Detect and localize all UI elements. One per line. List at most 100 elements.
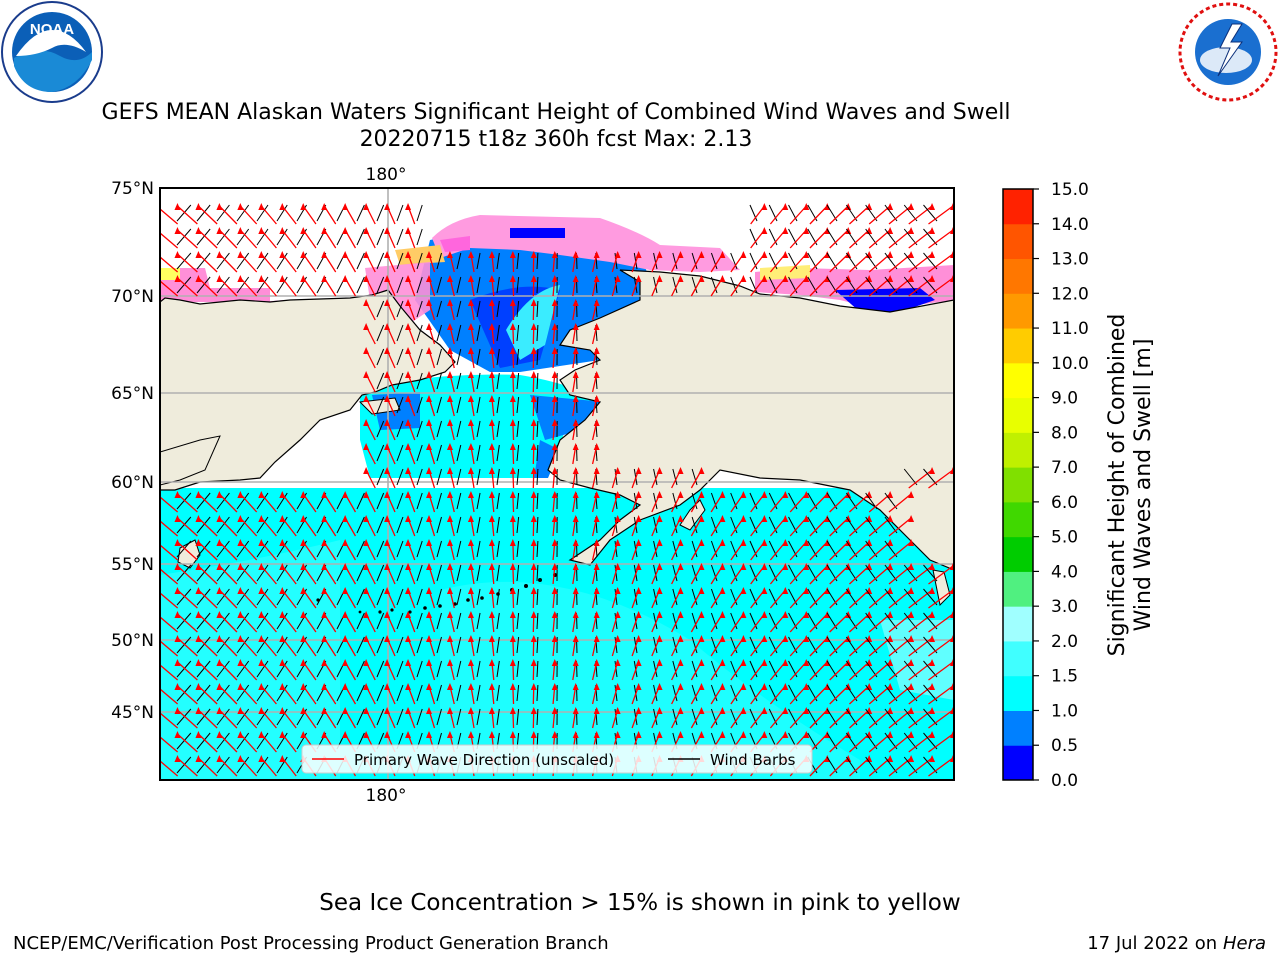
wave-arrow-head bbox=[887, 659, 894, 666]
wave-arrow-head bbox=[426, 563, 432, 570]
wind-barb bbox=[436, 420, 442, 438]
wave-arrow-head bbox=[342, 203, 349, 210]
wind-barb bbox=[256, 708, 269, 726]
wind-barb bbox=[236, 516, 250, 534]
wind-barb bbox=[436, 636, 442, 654]
wave-arrow-head bbox=[782, 611, 789, 618]
wave-arrow-head bbox=[384, 587, 391, 594]
wave-arrow-head bbox=[405, 227, 412, 234]
wave-direction-arrow bbox=[888, 493, 912, 513]
wave-arrow-head bbox=[551, 347, 558, 354]
wave-arrow-head bbox=[258, 707, 265, 714]
wind-barb bbox=[396, 612, 404, 630]
wave-direction-arrow bbox=[197, 733, 218, 753]
wave-arrow-head bbox=[845, 635, 852, 642]
wave-arrow-head bbox=[551, 587, 558, 594]
wave-arrow-head bbox=[551, 731, 558, 738]
wave-direction-arrow bbox=[849, 733, 870, 753]
wave-arrow-head bbox=[384, 467, 391, 474]
wind-barb bbox=[496, 708, 500, 726]
colorbar-band bbox=[1003, 397, 1033, 433]
wave-direction-arrow bbox=[218, 253, 238, 273]
wave-arrow-head bbox=[237, 707, 244, 714]
wave-arrow-head bbox=[384, 659, 391, 666]
wind-barb bbox=[536, 684, 539, 702]
wind-barb bbox=[176, 516, 192, 534]
wind-barb bbox=[749, 636, 758, 654]
wave-arrow-head bbox=[174, 515, 181, 522]
wave-arrow-head bbox=[719, 587, 726, 594]
wave-arrow-head bbox=[195, 563, 202, 570]
wind-barb bbox=[416, 468, 423, 486]
wave-arrow-head bbox=[405, 347, 412, 354]
wind-barb bbox=[691, 492, 698, 510]
colorbar-band bbox=[1003, 223, 1033, 260]
wave-direction-arrow bbox=[829, 205, 849, 225]
wind-barb bbox=[436, 660, 442, 678]
wind-barb bbox=[276, 708, 288, 726]
lat-label-45: 45°N bbox=[111, 703, 154, 723]
wind-barb bbox=[436, 516, 442, 534]
wave-direction-arrow bbox=[197, 685, 218, 705]
wind-barb bbox=[376, 372, 385, 390]
wind-barb bbox=[653, 468, 658, 486]
wave-direction-arrow bbox=[888, 517, 912, 537]
wave-arrow-head bbox=[803, 611, 810, 618]
colorbar-band bbox=[1003, 501, 1033, 538]
wind-barb bbox=[456, 420, 462, 438]
chart-title: GEFS MEAN Alaskan Waters Significant Hei… bbox=[101, 100, 1011, 125]
wave-arrow-head bbox=[530, 587, 537, 594]
wind-barb bbox=[376, 348, 385, 366]
wave-arrow-head bbox=[551, 467, 558, 474]
wave-arrow-head bbox=[279, 251, 286, 258]
wind-barb bbox=[496, 396, 500, 414]
wind-barb bbox=[903, 588, 918, 606]
wave-arrow-head bbox=[782, 539, 789, 546]
wind-barb bbox=[416, 564, 423, 582]
colorbar-label-line1: Significant Height of Combined bbox=[1105, 314, 1130, 657]
wave-arrow-head bbox=[614, 707, 621, 714]
lat-label-60: 60°N bbox=[111, 473, 154, 493]
wave-arrow-head bbox=[237, 491, 244, 498]
wave-arrow-head bbox=[237, 275, 244, 282]
wave-direction-arrow bbox=[197, 277, 218, 297]
wind-barb bbox=[216, 276, 230, 294]
wave-direction-arrow bbox=[789, 229, 807, 249]
wind-barb bbox=[396, 684, 404, 702]
wind-barb bbox=[416, 300, 423, 318]
wave-arrow-head bbox=[929, 683, 936, 690]
wind-barb bbox=[903, 756, 918, 774]
wave-arrow-head bbox=[845, 515, 852, 522]
wave-direction-arrow bbox=[829, 229, 849, 249]
wave-arrow-head bbox=[384, 635, 391, 642]
wave-arrow-head bbox=[488, 683, 495, 690]
wave-arrow-head bbox=[363, 467, 370, 474]
wind-barb bbox=[376, 612, 385, 630]
wave-arrow-head bbox=[300, 611, 307, 618]
wave-arrow-head bbox=[593, 539, 600, 546]
wave-direction-arrow bbox=[177, 205, 198, 225]
wind-barb bbox=[436, 684, 442, 702]
colorbar-tick-label: 15.0 bbox=[1051, 180, 1089, 200]
wave-arrow-head bbox=[551, 443, 558, 450]
wave-arrow-head bbox=[509, 659, 516, 666]
colorbar-tick-label: 7.0 bbox=[1051, 458, 1078, 478]
wave-arrow-head bbox=[216, 659, 223, 666]
wave-arrow-head bbox=[216, 539, 223, 546]
wave-direction-arrow bbox=[868, 757, 891, 777]
wave-arrow-head bbox=[237, 251, 244, 258]
wave-arrow-head bbox=[216, 635, 223, 642]
wave-direction-arrow bbox=[218, 493, 238, 513]
wind-barb bbox=[710, 540, 718, 558]
wave-arrow-head bbox=[174, 755, 181, 762]
wind-barb bbox=[236, 252, 250, 270]
wave-arrow-head bbox=[174, 659, 181, 666]
colorbar-band bbox=[1003, 432, 1033, 468]
wave-arrow-head bbox=[887, 539, 894, 546]
wave-arrow-head bbox=[321, 683, 328, 690]
wave-arrow-head bbox=[656, 539, 663, 546]
wind-barb bbox=[749, 564, 758, 582]
wave-arrow-head bbox=[446, 515, 453, 522]
wind-barb bbox=[653, 684, 658, 702]
wind-barb bbox=[376, 468, 385, 486]
